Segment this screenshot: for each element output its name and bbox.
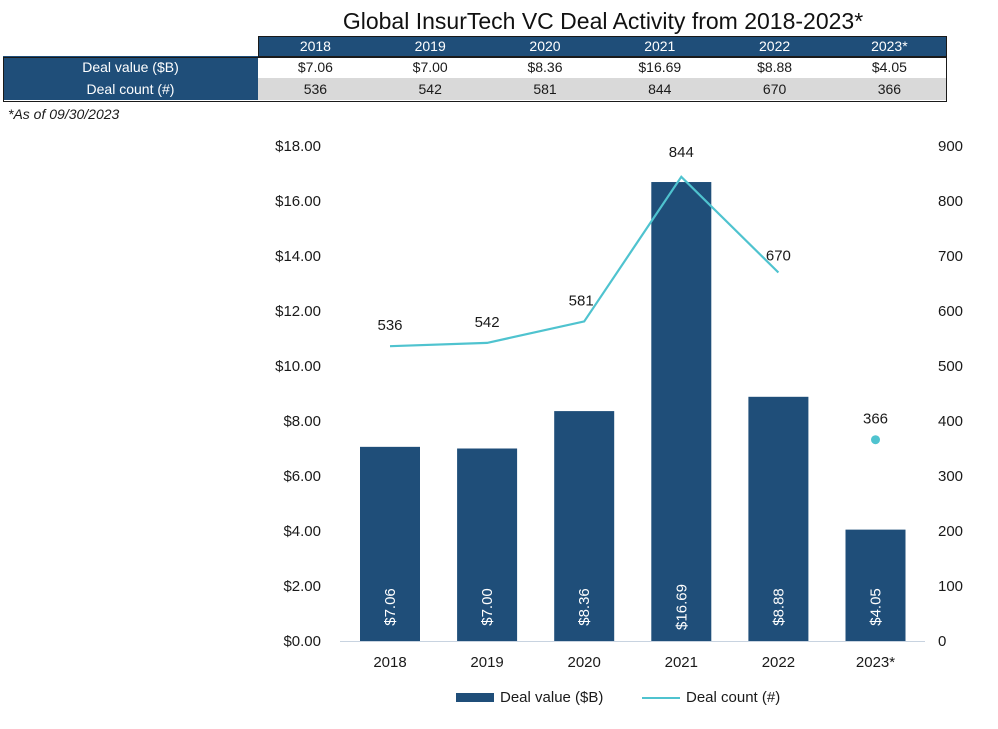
right-axis-ticks: 0 100 200 300 400 500 600 700 800 900	[938, 138, 963, 650]
table-cell: $8.36	[487, 56, 603, 78]
legend-label: Deal count (#)	[686, 689, 781, 706]
x-axis-tick-label: 2018	[373, 654, 406, 671]
left-axis-tick-label: $14.00	[275, 248, 321, 265]
legend-item-deal-value: Deal value ($B)	[456, 689, 603, 706]
left-axis-tick-label: $12.00	[275, 303, 321, 320]
bar	[554, 411, 615, 641]
bar-data-label: $16.69	[673, 584, 690, 630]
table-cell: 536	[258, 78, 373, 100]
table-cell: 581	[487, 78, 603, 100]
right-axis-tick-label: 0	[938, 633, 946, 650]
right-axis-tick-label: 900	[938, 138, 963, 155]
x-axis-tick-label: 2019	[470, 654, 503, 671]
bar-data-label: $8.36	[576, 588, 593, 626]
footnote: *As of 09/30/2023	[8, 106, 120, 122]
left-axis-tick-label: $16.00	[275, 193, 321, 210]
table-cell: 542	[372, 78, 488, 100]
table-row-deal-count: Deal count (#) 536 542 581 844 670 366	[3, 78, 947, 100]
right-axis-tick-label: 800	[938, 193, 963, 210]
line-data-label: 581	[569, 292, 594, 309]
x-axis-tick-label: 2022	[762, 654, 795, 671]
left-axis-tick-label: $10.00	[275, 358, 321, 375]
right-axis-tick-label: 100	[938, 578, 963, 595]
line-data-label: 844	[669, 144, 694, 161]
legend-label: Deal value ($B)	[500, 689, 604, 706]
bar-data-label: $8.88	[770, 588, 787, 626]
x-axis-tick-label: 2023*	[856, 654, 895, 671]
right-axis-tick-label: 700	[938, 248, 963, 265]
left-axis-tick-label: $18.00	[275, 138, 321, 155]
legend-line-swatch	[642, 696, 680, 699]
bar	[360, 446, 420, 641]
left-axis-ticks: $0.00 $2.00 $4.00 $6.00 $8.00 $10.00 $12.00 $14…	[275, 138, 321, 650]
table-cell: 670	[717, 78, 832, 100]
table-header-cell: 2019	[372, 36, 488, 56]
table-cell: 844	[602, 78, 718, 100]
line-data-label: 670	[766, 248, 791, 265]
summary-table: 2018 2019 2020 2021 2022 2023* Deal valu…	[3, 36, 947, 100]
line-data-label: 542	[475, 314, 500, 331]
row-label: Deal count (#)	[3, 78, 258, 100]
line-series	[389, 175, 880, 445]
right-axis-tick-label: 500	[938, 358, 963, 375]
table-cell: $16.69	[602, 56, 718, 78]
right-axis-tick-label: 600	[938, 303, 963, 320]
deal-count-point	[871, 435, 880, 445]
x-axis-ticks: 2018 2019 2020 2021 2022 2023*	[373, 654, 895, 671]
right-axis-tick-label: 400	[938, 413, 963, 430]
table-row-deal-value: Deal value ($B) $7.06 $7.00 $8.36 $16.69…	[3, 56, 947, 78]
bar-series	[360, 182, 906, 641]
left-axis-tick-label: $4.00	[283, 523, 321, 540]
chart-title: Global InsurTech VC Deal Activity from 2…	[342, 8, 864, 34]
table-header-cell: 2020	[487, 36, 603, 56]
line-data-label: 536	[377, 317, 402, 334]
right-axis-tick-label: 300	[938, 468, 963, 485]
line-data-label: 366	[863, 411, 888, 428]
bar-data-label: $7.06	[382, 588, 399, 626]
bar-data-label: $4.05	[868, 588, 885, 626]
bar	[748, 396, 809, 641]
right-axis-tick-label: 200	[938, 523, 963, 540]
table-header-cell: 2023*	[831, 36, 947, 56]
left-axis-tick-label: $0.00	[283, 633, 321, 650]
legend-item-deal-count: Deal count (#)	[642, 689, 780, 706]
legend: Deal value ($B) Deal count (#)	[0, 689, 998, 711]
table-header-cell: 2018	[258, 36, 373, 56]
table-cell: 366	[831, 78, 947, 100]
left-axis-tick-label: $2.00	[283, 578, 321, 595]
table-header-cell: 2022	[717, 36, 832, 56]
legend-bar-swatch	[456, 693, 494, 702]
bar-data-labels: $7.06 $7.00 $8.36 $16.69 $8.88 $4.05	[382, 584, 885, 630]
left-axis-tick-label: $6.00	[283, 468, 321, 485]
bar	[457, 448, 518, 641]
table-cell: $8.88	[717, 56, 832, 78]
table-header-cell: 2021	[602, 36, 718, 56]
bar-data-label: $7.00	[479, 588, 496, 626]
table-header-row: 2018 2019 2020 2021 2022 2023*	[3, 36, 947, 56]
x-axis-tick-label: 2020	[568, 654, 601, 671]
bar	[651, 182, 712, 641]
table-cell: $7.00	[372, 56, 488, 78]
row-label: Deal value ($B)	[3, 56, 258, 78]
deal-count-line	[389, 175, 780, 348]
line-data-labels: 536 542 581 844 670 366	[377, 144, 888, 428]
left-axis-tick-label: $8.00	[283, 413, 321, 430]
table-cell: $7.06	[258, 56, 373, 78]
table-cell: $4.05	[831, 56, 947, 78]
bar	[845, 529, 906, 641]
x-axis-tick-label: 2021	[665, 654, 698, 671]
